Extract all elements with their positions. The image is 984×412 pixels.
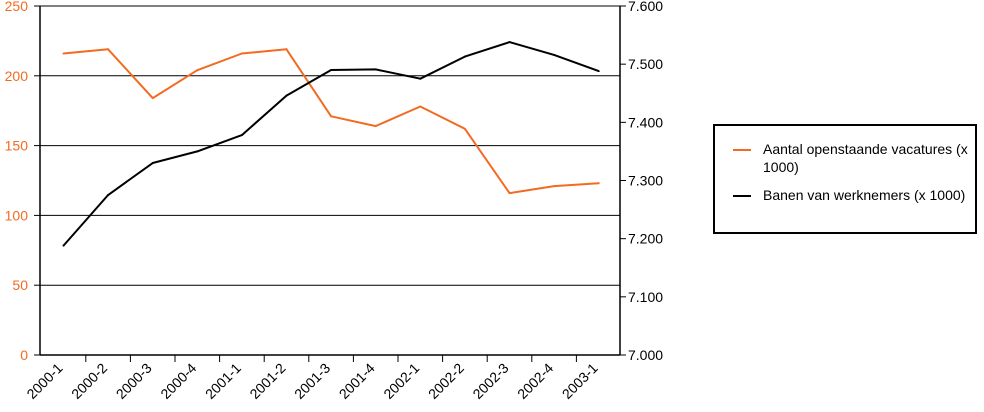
left-axis-tick-label: 150 [5,138,29,154]
right-axis: 7.000 7.100 7.200 7.300 7.400 7.500 7.600 [620,0,663,363]
data-point-vacatures [285,48,288,51]
data-point-vacatures [463,127,466,130]
data-point-vacatures [240,52,243,55]
x-axis-tick-label: 2002-1 [380,360,422,402]
data-point-banen [62,244,65,247]
data-point-banen [553,53,556,56]
x-axis-tick-label: 2000-4 [157,360,199,402]
data-point-vacatures [508,192,511,195]
data-point-banen [196,150,199,153]
data-point-vacatures [553,185,556,188]
left-axis-tick-label: 100 [5,207,29,223]
x-axis-tick-label: 2002-4 [514,360,556,402]
x-axis-tick-label: 2001-2 [246,360,288,402]
x-axis-tick-label: 2000-1 [23,360,65,402]
gridlines [40,5,620,286]
left-axis: 0 50 100 150 200 250 [5,0,40,363]
x-axis-tick-label: 2000-3 [113,360,155,402]
data-point-vacatures [107,48,110,51]
data-point-banen [463,55,466,58]
data-point-vacatures [419,105,422,108]
x-axis-tick-label: 2002-2 [425,360,467,402]
legend-swatch-banen [733,195,751,197]
data-point-banen [330,68,333,71]
x-axis-tick-label: 2003-1 [559,360,601,402]
right-axis-tick-label: 7.300 [628,173,663,189]
legend-label-banen: Banen van werknemers (x 1000) [763,187,966,203]
data-point-banen [374,68,377,71]
left-axis-tick-label: 200 [5,68,29,84]
data-point-vacatures [62,52,65,55]
series-layer [62,41,600,247]
right-axis-tick-label: 7.600 [628,0,663,14]
right-axis-tick-label: 7.200 [628,231,663,247]
data-point-vacatures [597,182,600,185]
left-axis-tick-label: 250 [5,0,29,14]
x-axis-tick-label: 2001-1 [202,360,244,402]
data-point-vacatures [330,115,333,118]
data-point-banen [240,134,243,137]
data-point-vacatures [196,69,199,72]
x-axis-tick-label: 2001-3 [291,360,333,402]
legend: Aantal openstaande vacatures (x 1000) Ba… [713,124,977,234]
data-point-vacatures [151,97,154,100]
left-axis-tick-label: 0 [20,347,28,363]
left-axis-tick-label: 50 [12,277,28,293]
data-point-vacatures [374,125,377,128]
data-point-banen [107,194,110,197]
x-axis-tick-label: 2000-2 [68,360,110,402]
x-axis: 2000-1 2000-2 2000-3 2000-4 2001-1 2001-2 2001… [23,355,601,402]
right-axis-tick-label: 7.000 [628,347,663,363]
data-point-banen [597,70,600,73]
right-axis-tick-label: 7.400 [628,114,663,130]
legend-label-vacatures: Aantal openstaande vacatures (x 1000) [763,141,968,175]
legend-swatch-vacatures [733,149,751,151]
data-point-banen [151,162,154,165]
x-axis-tick-label: 2002-3 [469,360,511,402]
x-axis-tick-label: 2001-4 [336,360,378,402]
right-axis-tick-label: 7.100 [628,289,663,305]
right-axis-tick-label: 7.500 [628,56,663,72]
data-point-banen [419,77,422,80]
data-point-banen [285,94,288,97]
data-point-banen [508,41,511,44]
